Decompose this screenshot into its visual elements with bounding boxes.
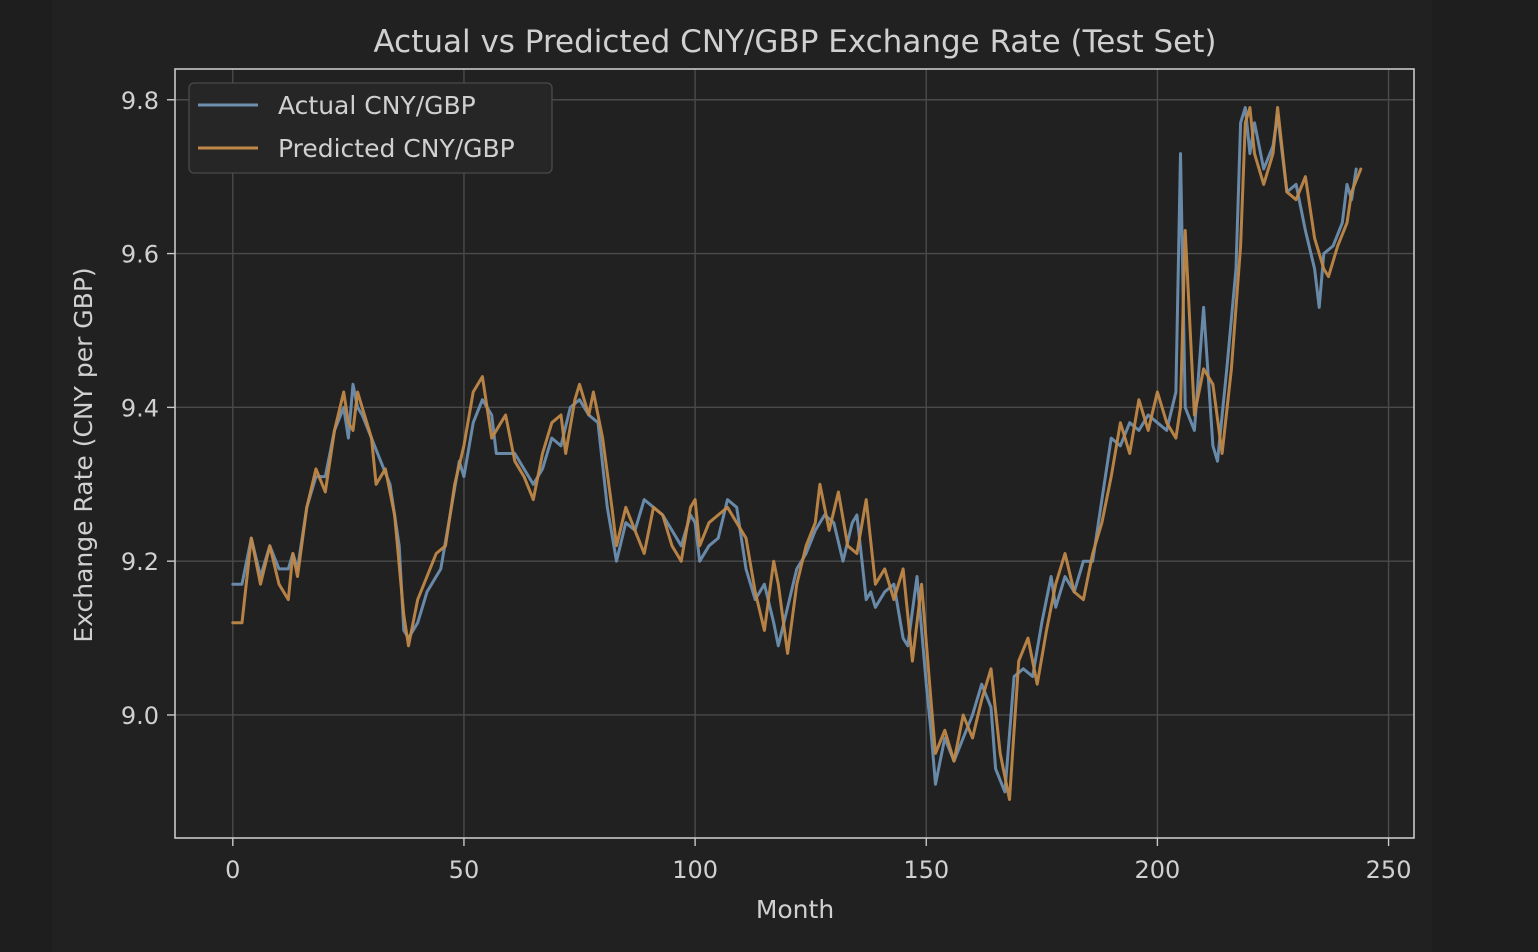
x-axis-label: Month bbox=[756, 895, 834, 924]
legend-label-actual: Actual CNY/GBP bbox=[278, 91, 476, 120]
y-tick-label: 9.6 bbox=[121, 241, 159, 269]
x-tick-label: 50 bbox=[449, 856, 480, 884]
y-axis-label: Exchange Rate (CNY per GBP) bbox=[69, 267, 98, 642]
x-tick-label: 100 bbox=[672, 856, 718, 884]
y-tick-label: 9.0 bbox=[121, 702, 159, 730]
y-tick-label: 9.2 bbox=[121, 548, 159, 576]
x-tick-label: 150 bbox=[903, 856, 949, 884]
chart-title: Actual vs Predicted CNY/GBP Exchange Rat… bbox=[373, 24, 1216, 60]
y-tick-label: 9.4 bbox=[121, 394, 159, 422]
ticks: 0 50 100 150 200 250 9.0 9.2 9.4 9.6 9.8 bbox=[121, 87, 1412, 884]
y-tick-label: 9.8 bbox=[121, 87, 159, 115]
series-line-predicted bbox=[231, 106, 1363, 801]
x-tick-label: 0 bbox=[225, 856, 240, 884]
legend: Actual CNY/GBP Predicted CNY/GBP bbox=[188, 82, 553, 174]
grid bbox=[175, 69, 1414, 838]
plot-frame bbox=[174, 68, 1415, 839]
legend-label-predicted: Predicted CNY/GBP bbox=[278, 134, 515, 163]
x-tick-label: 200 bbox=[1135, 856, 1181, 884]
series-layer bbox=[231, 106, 1363, 801]
legend-box bbox=[188, 82, 553, 174]
x-tick-label: 250 bbox=[1366, 856, 1412, 884]
